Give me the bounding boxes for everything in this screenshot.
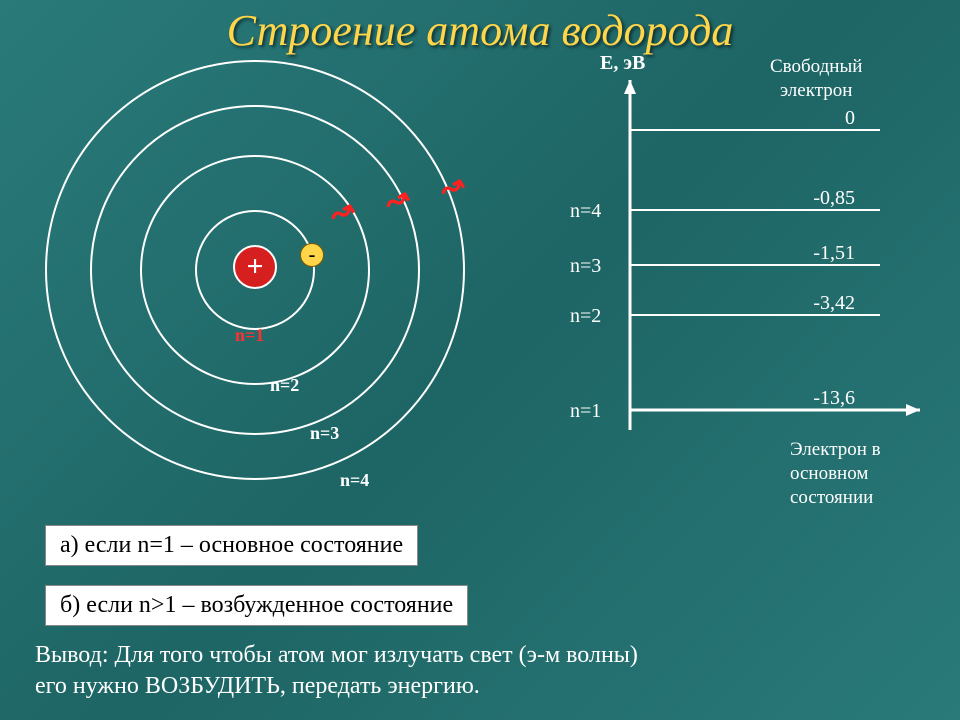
svg-text:-0,85: -0,85 — [813, 187, 855, 209]
ground-state-note: Электрон восновномсостоянии — [790, 438, 881, 509]
svg-text:n=4: n=4 — [570, 200, 601, 222]
note-a: а) если n=1 – основное состояние — [45, 525, 418, 566]
svg-text:-3,42: -3,42 — [813, 292, 855, 314]
energy-diagram: E, эВ Свободныйэлектрон 0n=4-0,85n=3-1,5… — [560, 60, 940, 480]
svg-text:n=1: n=1 — [570, 400, 601, 422]
svg-text:-1,51: -1,51 — [813, 242, 855, 264]
note-b: б) если n>1 – возбужденное состояние — [45, 585, 468, 626]
atom-diagram: n=1n=2n=3n=4+-↝↝↝ — [40, 55, 470, 485]
svg-text:-13,6: -13,6 — [813, 387, 855, 409]
conclusion-text: Вывод: Для того чтобы атом мог излучать … — [35, 640, 638, 702]
svg-text:n=3: n=3 — [570, 255, 601, 277]
electron: - — [300, 243, 324, 267]
orbit-label-n4: n=4 — [340, 470, 369, 491]
nucleus: + — [233, 245, 277, 289]
svg-text:n=2: n=2 — [570, 305, 601, 327]
page-title: Строение атома водорода — [0, 5, 960, 56]
svg-text:0: 0 — [845, 107, 855, 129]
